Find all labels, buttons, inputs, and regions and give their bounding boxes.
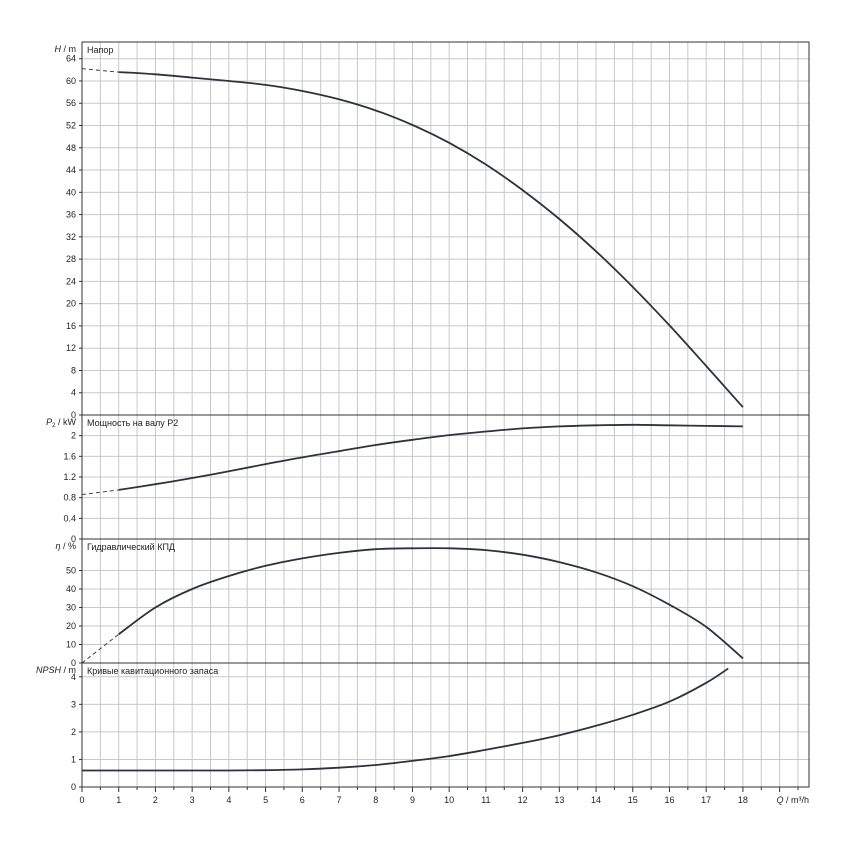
x-tick-label: 0 <box>79 795 84 805</box>
y-tick-label: 1.2 <box>63 472 76 482</box>
x-tick-label: 1 <box>116 795 121 805</box>
plot-frame <box>81 41 810 788</box>
y-axis-label: H / m <box>55 44 77 54</box>
x-tick-label: 13 <box>554 795 564 805</box>
head-curve <box>118 71 744 408</box>
y-tick-label: 20 <box>66 299 76 309</box>
y-tick-label: 40 <box>66 584 76 594</box>
y-tick-label: 28 <box>66 254 76 264</box>
x-axis-label: Q / m³/h <box>776 795 809 805</box>
x-tick-label: 12 <box>518 795 528 805</box>
y-tick-label: 1 <box>71 754 76 764</box>
x-tick-label: 11 <box>481 795 490 805</box>
y-tick-label: 52 <box>66 121 76 131</box>
x-tick-label: 17 <box>701 795 711 805</box>
y-tick-label: 64 <box>66 54 76 64</box>
x-tick-label: 6 <box>300 795 305 805</box>
y-tick-label: 1.6 <box>63 451 76 461</box>
y-tick-label: 0 <box>71 658 76 668</box>
x-tick-label: 10 <box>444 795 454 805</box>
y-tick-label: 16 <box>66 321 76 331</box>
y-tick-label: 4 <box>71 672 76 682</box>
y-tick-label: 0 <box>71 534 76 544</box>
power-curve <box>118 423 743 491</box>
y-tick-label: 0.8 <box>63 493 76 503</box>
y-tick-label: 8 <box>71 365 76 375</box>
y-tick-label: 3 <box>71 699 76 709</box>
y-tick-label: 24 <box>66 276 76 286</box>
y-tick-label: 60 <box>66 76 76 86</box>
y-tick-label: 0 <box>71 410 76 420</box>
x-tick-label: 3 <box>190 795 195 805</box>
y-tick-label: 20 <box>66 621 76 631</box>
x-tick-label: 2 <box>153 795 158 805</box>
efficiency-curve <box>118 547 744 660</box>
panel-power: 0 0.4 0.8 1.2 1.6 2 P2 / kW Мощность на валу P2 <box>46 414 809 544</box>
y-tick-label: 4 <box>71 388 76 398</box>
y-axis-label: η / % <box>55 541 76 551</box>
y-tick-label: 10 <box>66 639 76 649</box>
x-tick-label: 14 <box>591 795 601 805</box>
curve-extrapolation <box>81 489 119 496</box>
y-tick-label: 2 <box>71 727 76 737</box>
panel-efficiency: 0 10 20 30 40 50 η / % Гидравлический КПД <box>55 538 809 668</box>
y-tick-label: 2 <box>71 431 76 441</box>
x-tick-label: 16 <box>664 795 674 805</box>
curve-extrapolation <box>81 633 119 664</box>
panel-title: Мощность на валу P2 <box>87 418 178 428</box>
panel-title: Напор <box>87 45 113 55</box>
panel-title: Гидравлический КПД <box>87 542 175 552</box>
y-tick-label: 40 <box>66 187 76 197</box>
y-axis-label: P2 / kW <box>46 417 76 429</box>
y-tick-label: 36 <box>66 210 76 220</box>
y-tick-label: 32 <box>66 232 76 242</box>
curve-extrapolation <box>81 68 119 73</box>
y-tick-label: 0 <box>71 782 76 792</box>
y-tick-label: 30 <box>66 602 76 612</box>
y-axis-label: NPSH / m <box>36 665 76 675</box>
x-tick-label: 7 <box>337 795 342 805</box>
x-tick-label: 9 <box>410 795 415 805</box>
x-axis: 0 1 2 3 4 5 6 7 8 9 10 11 12 13 14 15 16 17 18 Q / m³/h <box>79 787 809 805</box>
y-tick-label: 50 <box>66 565 76 575</box>
y-tick-label: 44 <box>66 165 76 175</box>
x-tick-label: 8 <box>373 795 378 805</box>
y-tick-label: 0.4 <box>63 513 76 523</box>
x-tick-label: 5 <box>263 795 268 805</box>
x-tick-label: 18 <box>738 795 748 805</box>
y-tick-label: 12 <box>66 343 76 353</box>
npsh-curve <box>82 667 729 772</box>
y-tick-label: 48 <box>66 143 76 153</box>
y-tick-label: 56 <box>66 98 76 108</box>
x-tick-label: 4 <box>226 795 231 805</box>
x-tick-label: 15 <box>628 795 638 805</box>
panel-title: Кривые кавитационного запаса <box>87 666 218 676</box>
